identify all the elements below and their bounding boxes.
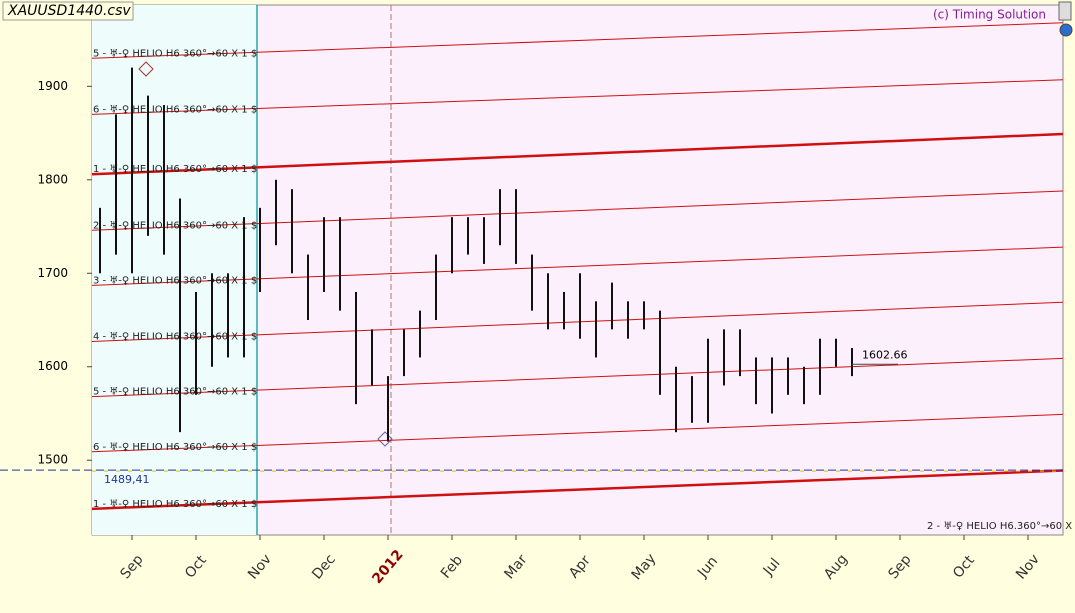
y-tick-label: 1900 xyxy=(37,79,68,93)
x-tick-label: Sep xyxy=(117,552,146,583)
scroll-button[interactable] xyxy=(1058,1,1072,21)
y-tick-label: 1700 xyxy=(37,266,68,280)
level-line xyxy=(91,469,1064,511)
reference-label: 1489,41 xyxy=(104,473,150,486)
level-label: 1 - ♅-♀ HELIO H6 360°→60 X 1 $ xyxy=(93,499,257,510)
y-tick-label: 1500 xyxy=(37,453,68,467)
x-tick-label: Oct xyxy=(950,552,978,581)
level-label: 4 - ♅-♀ HELIO H6 360°→60 X 1 $ xyxy=(93,332,257,343)
x-tick-label: Aug xyxy=(821,551,851,582)
x-tick-label: May xyxy=(629,551,660,583)
level-line xyxy=(91,132,1064,176)
chart-title: XAUUSD1440.csv xyxy=(7,3,131,19)
x-tick-label: Jun xyxy=(694,553,721,581)
x-tick-label: Apr xyxy=(566,552,594,581)
history-zone xyxy=(92,5,257,535)
level-label: 2 - ♅-♀ HELIO H6.360°→60 X 1 xyxy=(927,521,1075,532)
x-tick-label: Dec xyxy=(309,551,339,582)
level-label: 5 - ♅-♀ HELIO H6 360°→60 X 1 $ xyxy=(93,48,257,59)
level-line xyxy=(91,246,1064,286)
x-tick-label: Sep xyxy=(885,552,914,583)
level-line xyxy=(91,301,1064,343)
level-line xyxy=(91,357,1064,398)
level-line xyxy=(91,413,1064,453)
x-tick-label: Nov xyxy=(1013,551,1043,582)
level-label: 5 - ♅-♀ HELIO H6 360°→60 X 1 $ xyxy=(93,387,257,398)
x-tick-label: Oct xyxy=(182,552,210,581)
x-tick-label: 2012 xyxy=(369,547,406,587)
x-tick-label: Mar xyxy=(501,552,530,583)
level-line xyxy=(91,22,1064,59)
level-line xyxy=(91,79,1064,115)
y-tick-label: 1800 xyxy=(37,172,68,186)
globe-button[interactable] xyxy=(1059,23,1073,37)
x-tick-label: Jul xyxy=(760,555,784,579)
level-label: 1 - ♅-♀ HELIO H6 360°→60 X 1 $ xyxy=(93,164,257,175)
x-tick-label: Nov xyxy=(245,551,275,582)
level-label: 3 - ♅-♀ HELIO H6 360°→60 X 1 $ xyxy=(93,275,257,286)
last-price-label: 1602.66 xyxy=(862,348,908,361)
credit: (c) Timing Solution xyxy=(933,8,1046,22)
level-label: 2 - ♅-♀ HELIO H6 360°→60 X 1 $ xyxy=(93,220,257,231)
level-label: 6 - ♅-♀ HELIO H6 360°→60 X 1 $ xyxy=(93,442,257,453)
level-line xyxy=(91,190,1064,231)
y-tick-label: 1600 xyxy=(37,359,68,373)
title-box xyxy=(2,1,134,21)
level-label: 6 - ♅-♀ HELIO H6 360°→60 X 1 $ xyxy=(93,104,257,115)
x-tick-label: Feb xyxy=(438,552,466,581)
markers xyxy=(138,61,393,447)
